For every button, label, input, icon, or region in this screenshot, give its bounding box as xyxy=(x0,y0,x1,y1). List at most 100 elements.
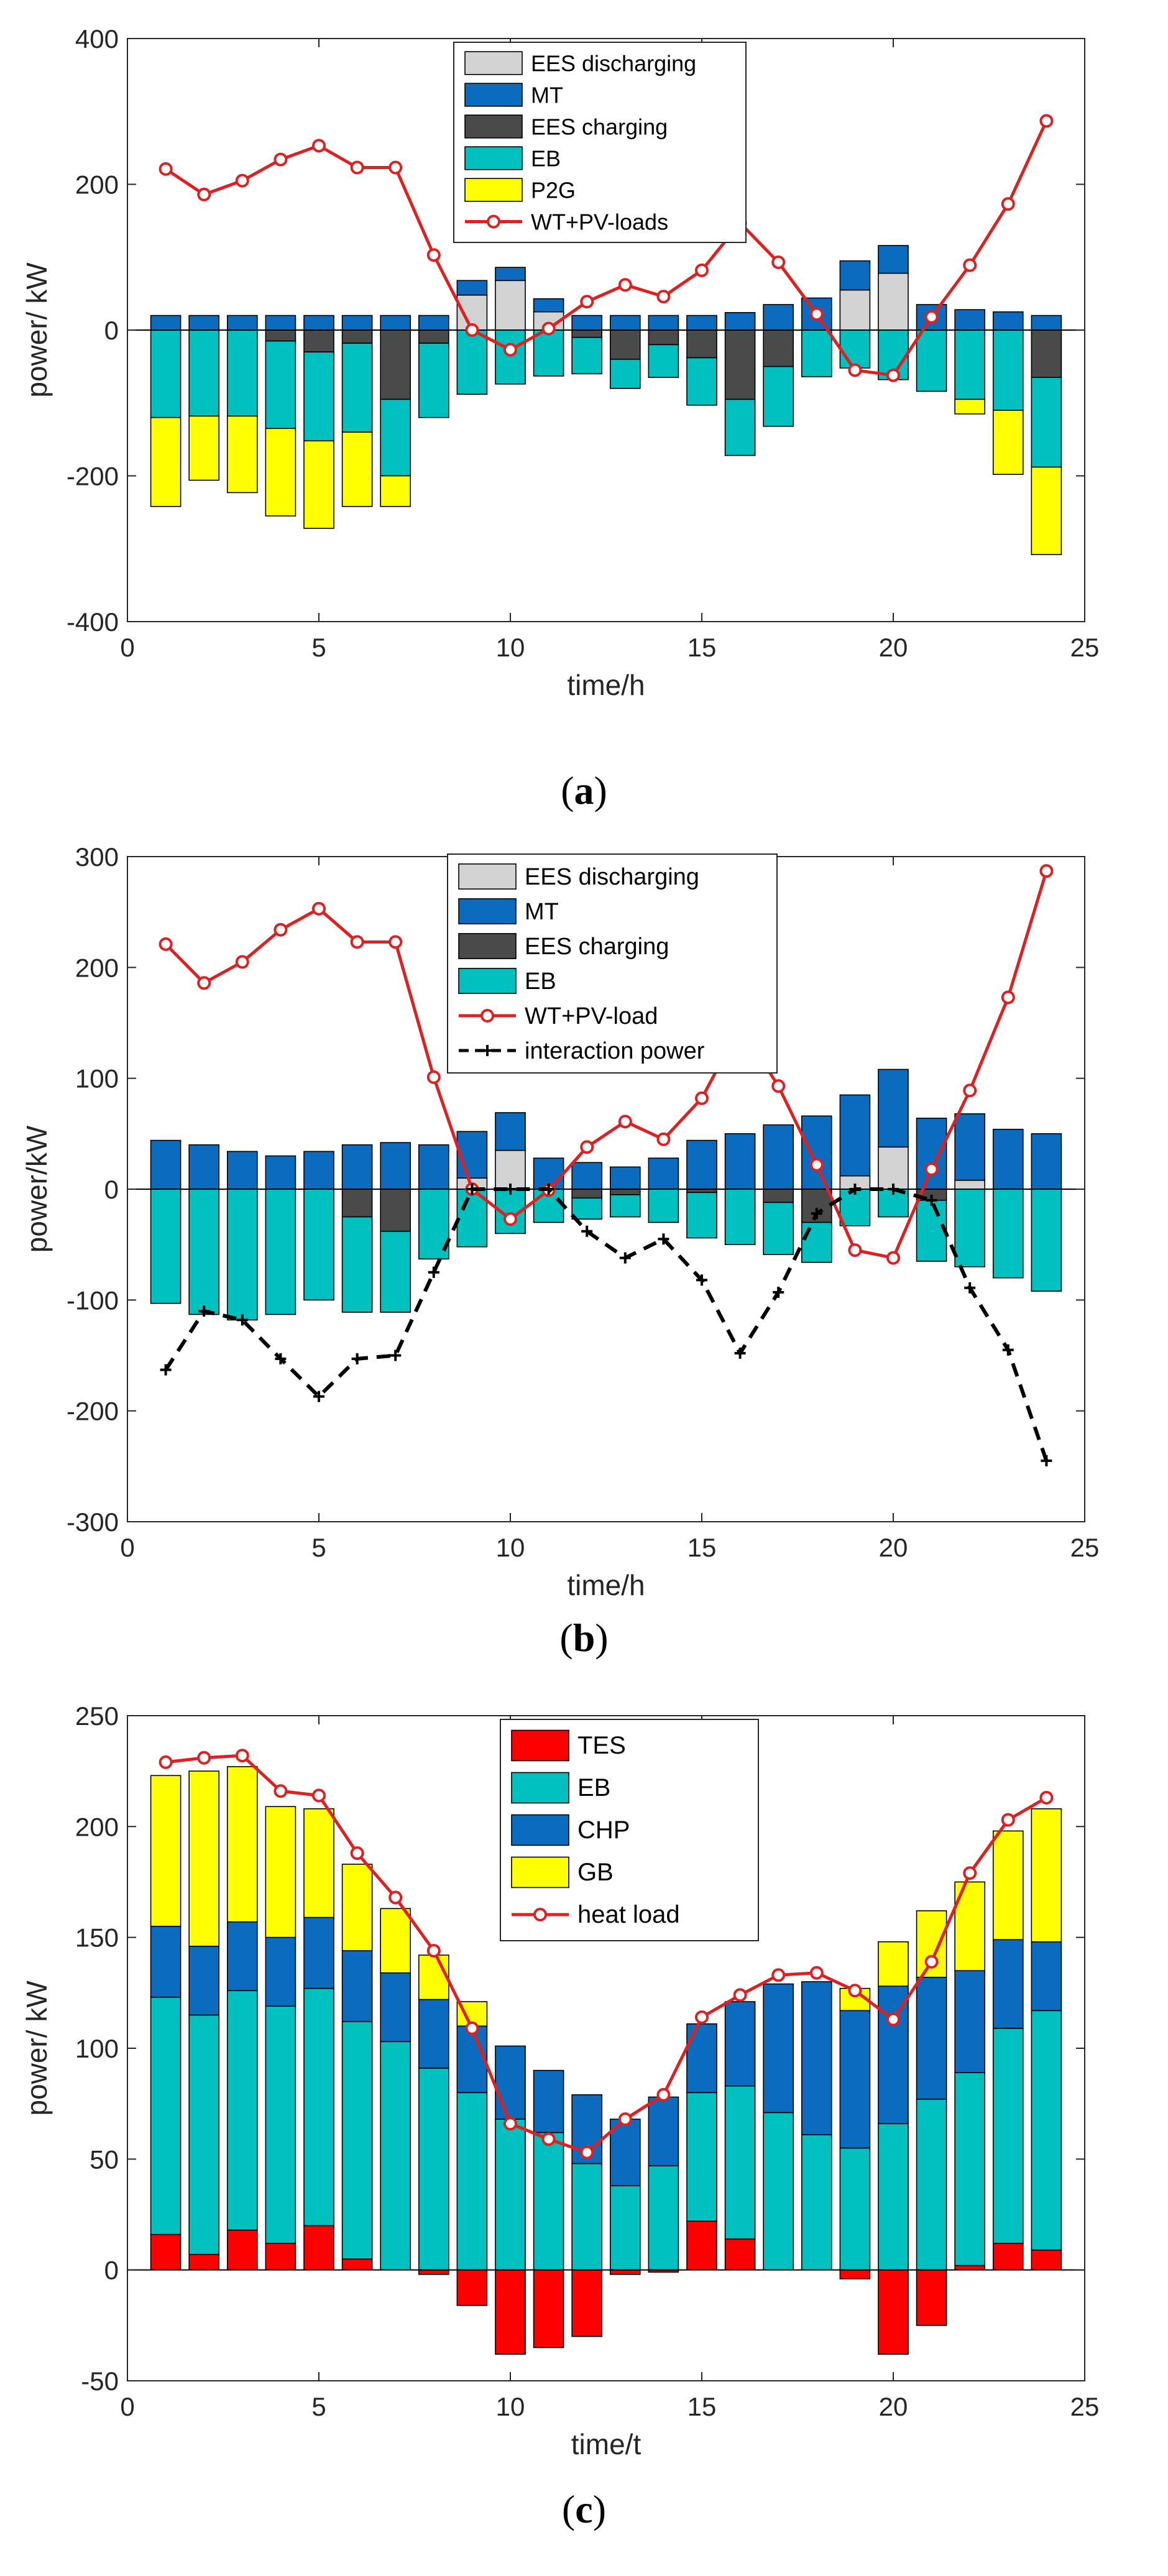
point-heat-load-2 xyxy=(197,1750,211,1765)
point-heat-load-5 xyxy=(312,1788,326,1803)
point-heat-load-20 xyxy=(886,2012,900,2026)
bar-eb-3 xyxy=(226,1990,258,2231)
bar-ees-charging-17 xyxy=(763,1189,794,1203)
point-wt-pv-load-20 xyxy=(886,1251,900,1265)
x-tick-label-10: 10 xyxy=(496,633,525,662)
y-tick-label-100: 100 xyxy=(75,1064,119,1093)
point-wt-pv-load-2 xyxy=(197,976,211,990)
point-wt-pv-loads-13 xyxy=(618,278,632,292)
line-interaction-power xyxy=(164,1187,1049,1461)
point-wt-pv-loads-1 xyxy=(159,162,173,176)
point-interaction-power-19 xyxy=(849,1184,861,1195)
point-wt-pv-loads-18 xyxy=(809,307,824,321)
bar-mt-22 xyxy=(954,1113,986,1181)
bar-mt-17 xyxy=(763,304,794,331)
bar-mt-5 xyxy=(303,315,334,331)
bar-p2g-6 xyxy=(341,431,373,507)
bar-chp-3 xyxy=(226,1921,258,1992)
legend-label-tes: TES xyxy=(577,1732,626,1759)
bar-eb-20 xyxy=(878,2123,909,2271)
panel-label-c: (c) xyxy=(561,2487,607,2531)
point-heat-load-22 xyxy=(963,1866,977,1880)
bar-ees-discharging-10 xyxy=(495,280,526,331)
bar-eb-19 xyxy=(839,329,871,369)
bar-eb-7 xyxy=(380,2041,412,2271)
y-tick-label--200: -200 xyxy=(67,462,119,491)
bar-p2g-5 xyxy=(303,440,334,529)
bar-tes-16 xyxy=(724,2238,756,2271)
bar-tes-13 xyxy=(609,2269,641,2275)
bar-eb-1 xyxy=(150,1997,182,2235)
legend-label-p2g: P2G xyxy=(531,178,576,203)
x-tick-label-10: 10 xyxy=(496,1533,525,1562)
bar-chp-2 xyxy=(188,1946,220,2016)
bar-eb-18 xyxy=(801,1221,832,1263)
point-heat-load-18 xyxy=(809,1966,824,1980)
legend: TES EB CHP GB heat load xyxy=(500,1719,759,1941)
point-interaction-power-10 xyxy=(505,1184,516,1195)
point-interaction-power-5 xyxy=(313,1391,324,1402)
bar-mt-12 xyxy=(571,1162,603,1190)
x-tick-label-5: 5 xyxy=(311,2392,326,2421)
x-tick-label-15: 15 xyxy=(687,633,717,662)
bar-eb-23 xyxy=(992,329,1024,411)
point-heat-load-7 xyxy=(389,1890,403,1905)
bar-gb-6 xyxy=(341,1864,373,1951)
point-wt-pv-load-24 xyxy=(1039,864,1054,878)
point-wt-pv-load-3 xyxy=(235,955,249,969)
bar-tes-10 xyxy=(495,2269,526,2355)
point-wt-pv-load-1 xyxy=(159,937,173,951)
point-interaction-power-20 xyxy=(888,1184,899,1195)
legend-label-interaction-power: interaction power xyxy=(525,1038,705,1064)
bar-chp-23 xyxy=(992,1939,1024,2029)
bar-eb-23 xyxy=(992,2028,1024,2244)
bar-eb-14 xyxy=(648,344,679,379)
bar-mt-15 xyxy=(686,1139,717,1190)
point-interaction-power-2 xyxy=(198,1305,210,1317)
bar-eb-11 xyxy=(533,329,564,377)
point-wt-pv-loads-6 xyxy=(350,160,364,175)
bar-tes-8 xyxy=(418,2269,449,2275)
bar-eb-8 xyxy=(418,2068,449,2271)
point-interaction-power-17 xyxy=(773,1286,784,1298)
bar-eb-9 xyxy=(456,329,488,395)
bar-chp-15 xyxy=(686,2023,717,2094)
bar-chp-4 xyxy=(265,1936,297,2007)
bar-eb-19 xyxy=(839,1189,871,1226)
point-interaction-power-21 xyxy=(926,1194,937,1206)
bar-p2g-4 xyxy=(265,428,297,517)
point-heat-load-13 xyxy=(618,2112,632,2127)
bar-mt-10 xyxy=(495,1112,526,1151)
x-tick-label-15: 15 xyxy=(687,2392,717,2421)
y-tick-label-50: 50 xyxy=(90,2145,119,2174)
bar-eb-13 xyxy=(609,2185,641,2271)
legend-label-eb: EB xyxy=(531,146,561,172)
legend-marker-wt-pv-loads xyxy=(487,214,500,229)
bar-eb-22 xyxy=(954,2072,986,2266)
point-heat-load-1 xyxy=(159,1755,173,1769)
point-heat-load-14 xyxy=(656,2087,671,2102)
y-tick-label-150: 150 xyxy=(75,1923,119,1953)
bar-chp-6 xyxy=(341,1950,373,2023)
bar-gb-1 xyxy=(150,1775,182,1927)
bar-mt-24 xyxy=(1031,315,1062,331)
bar-mt-4 xyxy=(265,1155,297,1190)
point-interaction-power-7 xyxy=(390,1350,402,1361)
bar-mt-22 xyxy=(954,309,986,331)
bar-p2g-24 xyxy=(1031,466,1062,555)
bar-chp-24 xyxy=(1031,1941,1062,2012)
point-heat-load-6 xyxy=(350,1846,364,1861)
bar-eb-1 xyxy=(150,329,182,418)
legend-label-ees-charging: EES charging xyxy=(531,114,668,140)
bar-gb-8 xyxy=(418,1954,449,2000)
y-tick-label--50: -50 xyxy=(81,2367,119,2396)
bar-mt-7 xyxy=(380,315,412,331)
bar-chp-7 xyxy=(380,1972,412,2043)
x-axis-label: time/h xyxy=(567,1569,645,1601)
legend-swatch-eb xyxy=(458,968,517,994)
bar-eb-5 xyxy=(303,351,334,442)
bar-mt-19 xyxy=(839,260,871,291)
x-tick-label-20: 20 xyxy=(879,2392,908,2421)
y-tick-label-0: 0 xyxy=(104,1175,119,1204)
point-heat-load-16 xyxy=(733,1988,747,2002)
